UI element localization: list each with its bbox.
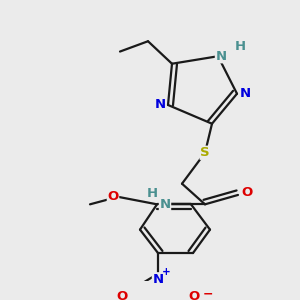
Text: N: N <box>239 87 250 100</box>
Text: N: N <box>154 98 166 112</box>
Text: O: O <box>188 290 200 300</box>
Text: O: O <box>116 290 128 300</box>
Text: −: − <box>203 288 213 300</box>
Text: O: O <box>107 190 118 203</box>
Text: +: + <box>162 267 170 277</box>
Text: O: O <box>242 186 253 199</box>
Text: N: N <box>152 273 164 286</box>
Text: H: H <box>146 187 158 200</box>
Text: S: S <box>200 146 210 159</box>
Text: H: H <box>234 40 246 53</box>
Text: N: N <box>159 198 171 211</box>
Text: N: N <box>215 50 226 63</box>
